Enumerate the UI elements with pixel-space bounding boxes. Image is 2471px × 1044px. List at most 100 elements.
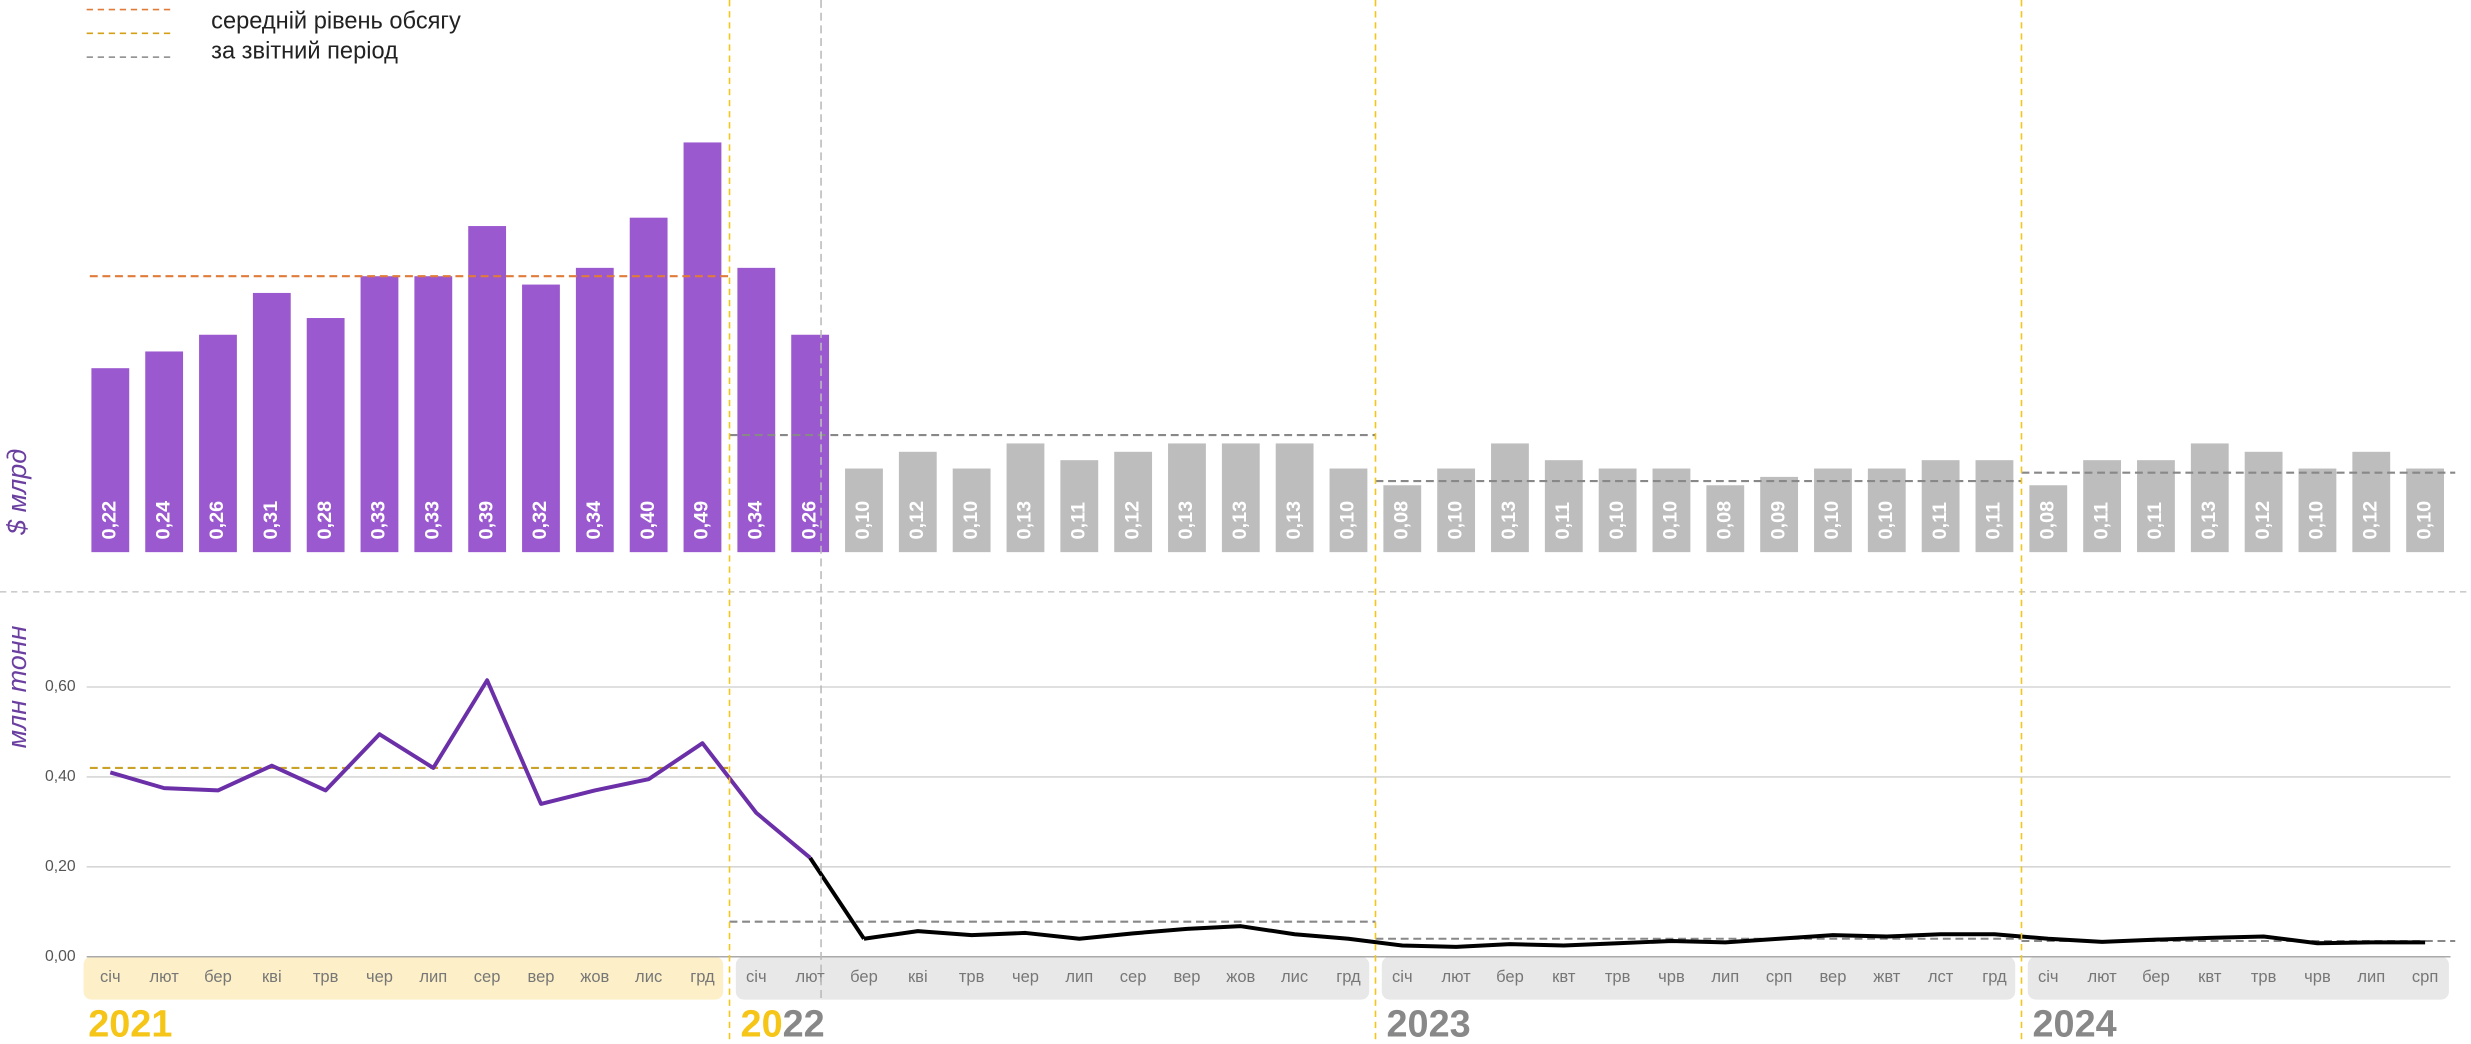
x-tick-label: чер (366, 967, 393, 986)
value-label: 0,10 (1875, 501, 1897, 540)
bar (791, 334, 830, 553)
line (109, 678, 812, 860)
value-label: 0,12 (1121, 501, 1143, 540)
y-tick-label: 0,40 (45, 768, 76, 785)
value-label: 0,11 (2090, 502, 2112, 539)
value-label: 0,33 (368, 501, 390, 540)
x-tick-label: січ (746, 967, 767, 986)
bar (1329, 468, 1368, 553)
month-band (735, 956, 1370, 1000)
x-tick-label: чер (1012, 967, 1039, 986)
bar (91, 368, 130, 553)
bar (1544, 460, 1583, 553)
value-label: 0,10 (1606, 501, 1628, 540)
y-tick-label: 0,60 (45, 678, 76, 695)
bar (898, 451, 937, 553)
value-label: 0,11 (1929, 502, 1951, 539)
value-label: 0,13 (1283, 501, 1305, 540)
year-label: 2022 (741, 1004, 825, 1044)
bar (252, 292, 291, 553)
bar (2352, 451, 2391, 553)
bar (2029, 485, 2068, 553)
x-tick-label: трв (313, 967, 339, 986)
bar (2190, 443, 2229, 553)
bar (1383, 485, 1422, 553)
value-label: 0,12 (906, 501, 928, 540)
x-tick-label: лип (419, 967, 447, 986)
x-tick-label: лют (1441, 967, 1471, 986)
value-label: 0,12 (2360, 501, 2382, 540)
value-label: 0,11 (1983, 502, 2005, 539)
x-tick-label: бер (850, 967, 878, 986)
year-label: 2021 (88, 1004, 172, 1044)
x-tick-label: січ (1392, 967, 1413, 986)
x-tick-label: січ (100, 967, 121, 986)
x-tick-label: сер (474, 967, 501, 986)
bar (145, 351, 184, 553)
x-tick-label: трв (1605, 967, 1631, 986)
bar (1168, 443, 1206, 553)
value-label: 0,40 (637, 501, 659, 540)
y-axis-label: $ млрд (2, 449, 32, 536)
value-label: 0,08 (2037, 501, 2059, 540)
x-tick-label: квт (2198, 967, 2222, 986)
line (863, 924, 2426, 949)
value-label: 0,08 (1391, 501, 1413, 540)
value-label: 0,10 (1444, 501, 1466, 540)
bar (952, 468, 991, 553)
x-tick-label: жов (580, 967, 609, 986)
legend-text: за звітний період (211, 39, 398, 65)
value-label: 0,13 (1498, 501, 1520, 540)
x-tick-label: чрв (2304, 967, 2331, 986)
x-tick-label: сер (1120, 967, 1147, 986)
bar (414, 276, 453, 553)
value-label: 0,34 (745, 501, 767, 540)
bar (306, 318, 345, 553)
year-label: 2024 (2033, 1004, 2117, 1044)
value-label: 0,10 (1337, 501, 1359, 540)
x-tick-label: лис (1281, 967, 1308, 986)
x-tick-label: лют (795, 967, 825, 986)
y-axis-label: млн тонн (2, 625, 32, 748)
bar (1652, 468, 1691, 553)
x-tick-label: кві (908, 967, 928, 986)
x-tick-label: грд (690, 967, 715, 986)
bar (1598, 468, 1637, 553)
x-tick-label: жов (1226, 967, 1255, 986)
bar (2244, 451, 2283, 553)
x-tick-label: квт (1552, 967, 1576, 986)
line-connector (808, 856, 866, 940)
x-tick-label: лип (2357, 967, 2385, 986)
value-label: 0,24 (152, 501, 174, 540)
value-label: 0,33 (422, 501, 444, 540)
x-tick-label: лют (2087, 967, 2117, 986)
bar (683, 142, 722, 553)
bar (1437, 468, 1476, 553)
bar (1706, 485, 1745, 553)
x-tick-label: грд (1982, 967, 2007, 986)
bar (1921, 460, 1960, 553)
bar (2406, 468, 2445, 553)
bar (737, 267, 776, 553)
value-label: 0,28 (314, 501, 336, 540)
x-tick-label: трв (959, 967, 985, 986)
x-tick-label: жвт (1873, 967, 1900, 986)
bar (1491, 443, 1529, 553)
bar (2083, 460, 2122, 553)
bar (845, 468, 883, 553)
bar (2298, 468, 2337, 553)
value-label: 0,10 (2413, 501, 2435, 540)
bar (1006, 443, 1045, 553)
bar (360, 276, 399, 553)
value-label: 0,11 (1552, 502, 1574, 539)
x-tick-label: бер (204, 967, 232, 986)
value-label: 0,11 (2144, 502, 2166, 539)
value-label: 0,49 (691, 501, 713, 540)
x-tick-label: лис (635, 967, 662, 986)
y-tick-label: 0,20 (45, 858, 76, 875)
month-band (2027, 956, 2449, 1000)
x-tick-label: трв (2251, 967, 2277, 986)
value-label: 0,32 (529, 501, 551, 540)
year-label: 2023 (1387, 1004, 1471, 1044)
